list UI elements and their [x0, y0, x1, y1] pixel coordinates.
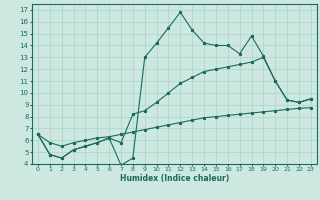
X-axis label: Humidex (Indice chaleur): Humidex (Indice chaleur): [120, 174, 229, 183]
